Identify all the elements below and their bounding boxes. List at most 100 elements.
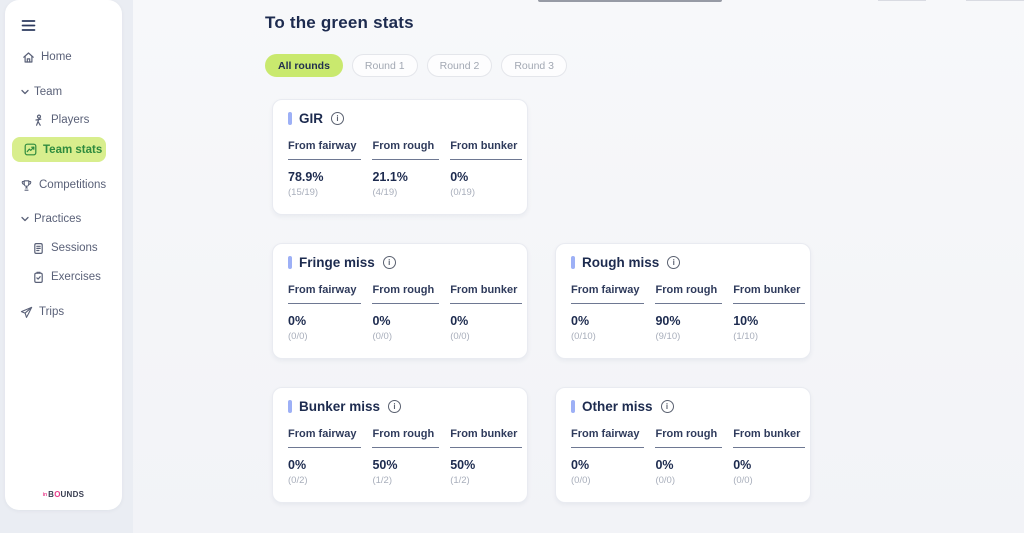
stat-fraction: (1/10) bbox=[733, 331, 759, 342]
stat-column-fairway: From fairway 0% (0/0) bbox=[288, 284, 362, 342]
cutoff-light-element-edge bbox=[878, 0, 926, 1]
column-header: From rough bbox=[655, 428, 723, 448]
logo-text: UNDS bbox=[60, 490, 85, 499]
stat-column-bunker: From bunker 50% (1/2) bbox=[450, 428, 523, 486]
card-accent-bar bbox=[571, 400, 575, 413]
card-rough-miss: Rough miss i From fairway 0% (0/10) From… bbox=[555, 243, 811, 359]
card-header: Other miss i bbox=[571, 399, 796, 414]
stat-columns: From fairway 78.9% (15/19) From rough 21… bbox=[288, 140, 523, 198]
stats-card-grid: GIR i From fairway 78.9% (15/19) From ro… bbox=[272, 99, 811, 503]
stat-column-bunker: From bunker 0% (0/0) bbox=[450, 284, 523, 342]
sidebar-item-label: Exercises bbox=[51, 271, 101, 283]
stat-value: 50% bbox=[450, 458, 476, 472]
sidebar-item-team-stats[interactable]: Team stats bbox=[12, 137, 106, 162]
player-icon bbox=[35, 113, 42, 126]
sidebar-item-label: Players bbox=[51, 114, 90, 126]
column-header: From bunker bbox=[733, 284, 806, 304]
stat-fraction: (1/2) bbox=[450, 475, 470, 486]
info-icon[interactable]: i bbox=[660, 400, 674, 413]
sidebar-item-trips[interactable]: Trips bbox=[5, 304, 122, 320]
card-accent-bar bbox=[288, 256, 292, 269]
sidebar-group-practices[interactable]: Practices bbox=[5, 211, 122, 227]
card-title: GIR bbox=[299, 111, 324, 126]
column-header: From fairway bbox=[288, 284, 362, 304]
info-icon[interactable]: i bbox=[388, 400, 402, 413]
page-title: To the green stats bbox=[265, 13, 414, 32]
column-header: From bunker bbox=[450, 428, 523, 448]
stat-fraction: (15/19) bbox=[288, 187, 319, 198]
cutoff-light-element-edge bbox=[966, 0, 1024, 1]
column-header: From fairway bbox=[288, 140, 362, 160]
sidebar-group-team[interactable]: Team bbox=[5, 84, 122, 100]
logo-prefix: in bbox=[42, 492, 48, 498]
stat-fraction: (0/10) bbox=[571, 331, 596, 342]
column-header: From rough bbox=[372, 428, 440, 448]
stat-columns: From fairway 0% (0/0) From rough 0% (0/0… bbox=[288, 284, 523, 342]
stat-column-bunker: From bunker 0% (0/19) bbox=[450, 140, 523, 198]
stat-fraction: (0/19) bbox=[450, 187, 476, 198]
stat-fraction: (0/0) bbox=[450, 331, 470, 342]
card-header: Fringe miss i bbox=[288, 255, 513, 270]
info-icon[interactable]: i bbox=[382, 256, 396, 269]
card-accent-bar bbox=[288, 112, 292, 125]
filter-round-1[interactable]: Round 1 bbox=[351, 54, 418, 77]
card-title: Fringe miss bbox=[299, 255, 375, 270]
stat-fraction: (0/0) bbox=[733, 475, 753, 486]
sidebar-item-sessions[interactable]: Sessions bbox=[5, 240, 122, 256]
card-title: Rough miss bbox=[582, 255, 660, 270]
stat-value: 0% bbox=[571, 458, 590, 472]
stat-column-rough: From rough 0% (0/0) bbox=[372, 284, 440, 342]
stat-column-fairway: From fairway 0% (0/0) bbox=[571, 428, 645, 486]
filter-all-rounds[interactable]: All rounds bbox=[265, 54, 343, 77]
column-header: From rough bbox=[655, 284, 723, 304]
column-header: From bunker bbox=[733, 428, 806, 448]
card-header: Rough miss i bbox=[571, 255, 796, 270]
card-other-miss: Other miss i From fairway 0% (0/0) From … bbox=[555, 387, 811, 503]
stat-value: 0% bbox=[288, 314, 307, 328]
filter-round-2[interactable]: Round 2 bbox=[426, 54, 493, 77]
chevron-down-icon bbox=[21, 89, 29, 95]
sidebar-item-home[interactable]: Home bbox=[5, 49, 122, 65]
plane-icon bbox=[20, 306, 33, 318]
clipboard-check-icon bbox=[34, 271, 43, 283]
cutoff-dark-element-edge bbox=[538, 0, 722, 2]
info-icon[interactable]: i bbox=[331, 112, 345, 125]
stat-columns: From fairway 0% (0/10) From rough 90% (9… bbox=[571, 284, 806, 342]
card-bunker-miss: Bunker miss i From fairway 0% (0/2) From… bbox=[272, 387, 528, 503]
stat-fraction: (0/0) bbox=[288, 331, 308, 342]
round-filter-group: All rounds Round 1 Round 2 Round 3 bbox=[265, 54, 568, 77]
card-accent-bar bbox=[571, 256, 575, 269]
menu-hamburger-icon[interactable] bbox=[21, 19, 36, 32]
logo-text: B bbox=[48, 490, 55, 499]
column-header: From bunker bbox=[450, 140, 523, 160]
filter-round-3[interactable]: Round 3 bbox=[501, 54, 568, 77]
sidebar-item-label: Trips bbox=[39, 306, 65, 318]
stat-column-fairway: From fairway 0% (0/2) bbox=[288, 428, 362, 486]
stat-value: 50% bbox=[372, 458, 398, 472]
stat-columns: From fairway 0% (0/0) From rough 0% (0/0… bbox=[571, 428, 806, 486]
stat-value: 90% bbox=[655, 314, 681, 328]
stat-columns: From fairway 0% (0/2) From rough 50% (1/… bbox=[288, 428, 523, 486]
stat-column-bunker: From bunker 0% (0/0) bbox=[733, 428, 806, 486]
sidebar-item-label: Sessions bbox=[51, 242, 98, 254]
stat-fraction: (0/2) bbox=[288, 475, 308, 486]
sidebar-item-label: Competitions bbox=[39, 179, 107, 191]
chevron-down-icon bbox=[21, 216, 29, 222]
logo-accent-letter: O bbox=[54, 490, 61, 499]
sidebar-item-competitions[interactable]: Competitions bbox=[5, 177, 122, 193]
stat-value: 10% bbox=[733, 314, 759, 328]
stat-value: 0% bbox=[733, 458, 752, 472]
stat-column-rough: From rough 21.1% (4/19) bbox=[372, 140, 440, 198]
stat-fraction: (4/19) bbox=[372, 187, 398, 198]
stat-value: 0% bbox=[288, 458, 307, 472]
sidebar-item-players[interactable]: Players bbox=[5, 112, 122, 128]
column-header: From fairway bbox=[288, 428, 362, 448]
info-icon[interactable]: i bbox=[667, 256, 681, 269]
stat-value: 21.1% bbox=[372, 170, 408, 184]
stat-fraction: (1/2) bbox=[372, 475, 393, 486]
sidebar-item-exercises[interactable]: Exercises bbox=[5, 269, 122, 285]
stat-value: 0% bbox=[450, 314, 469, 328]
home-icon bbox=[23, 51, 34, 63]
column-header: From fairway bbox=[571, 284, 645, 304]
stat-value: 0% bbox=[372, 314, 391, 328]
